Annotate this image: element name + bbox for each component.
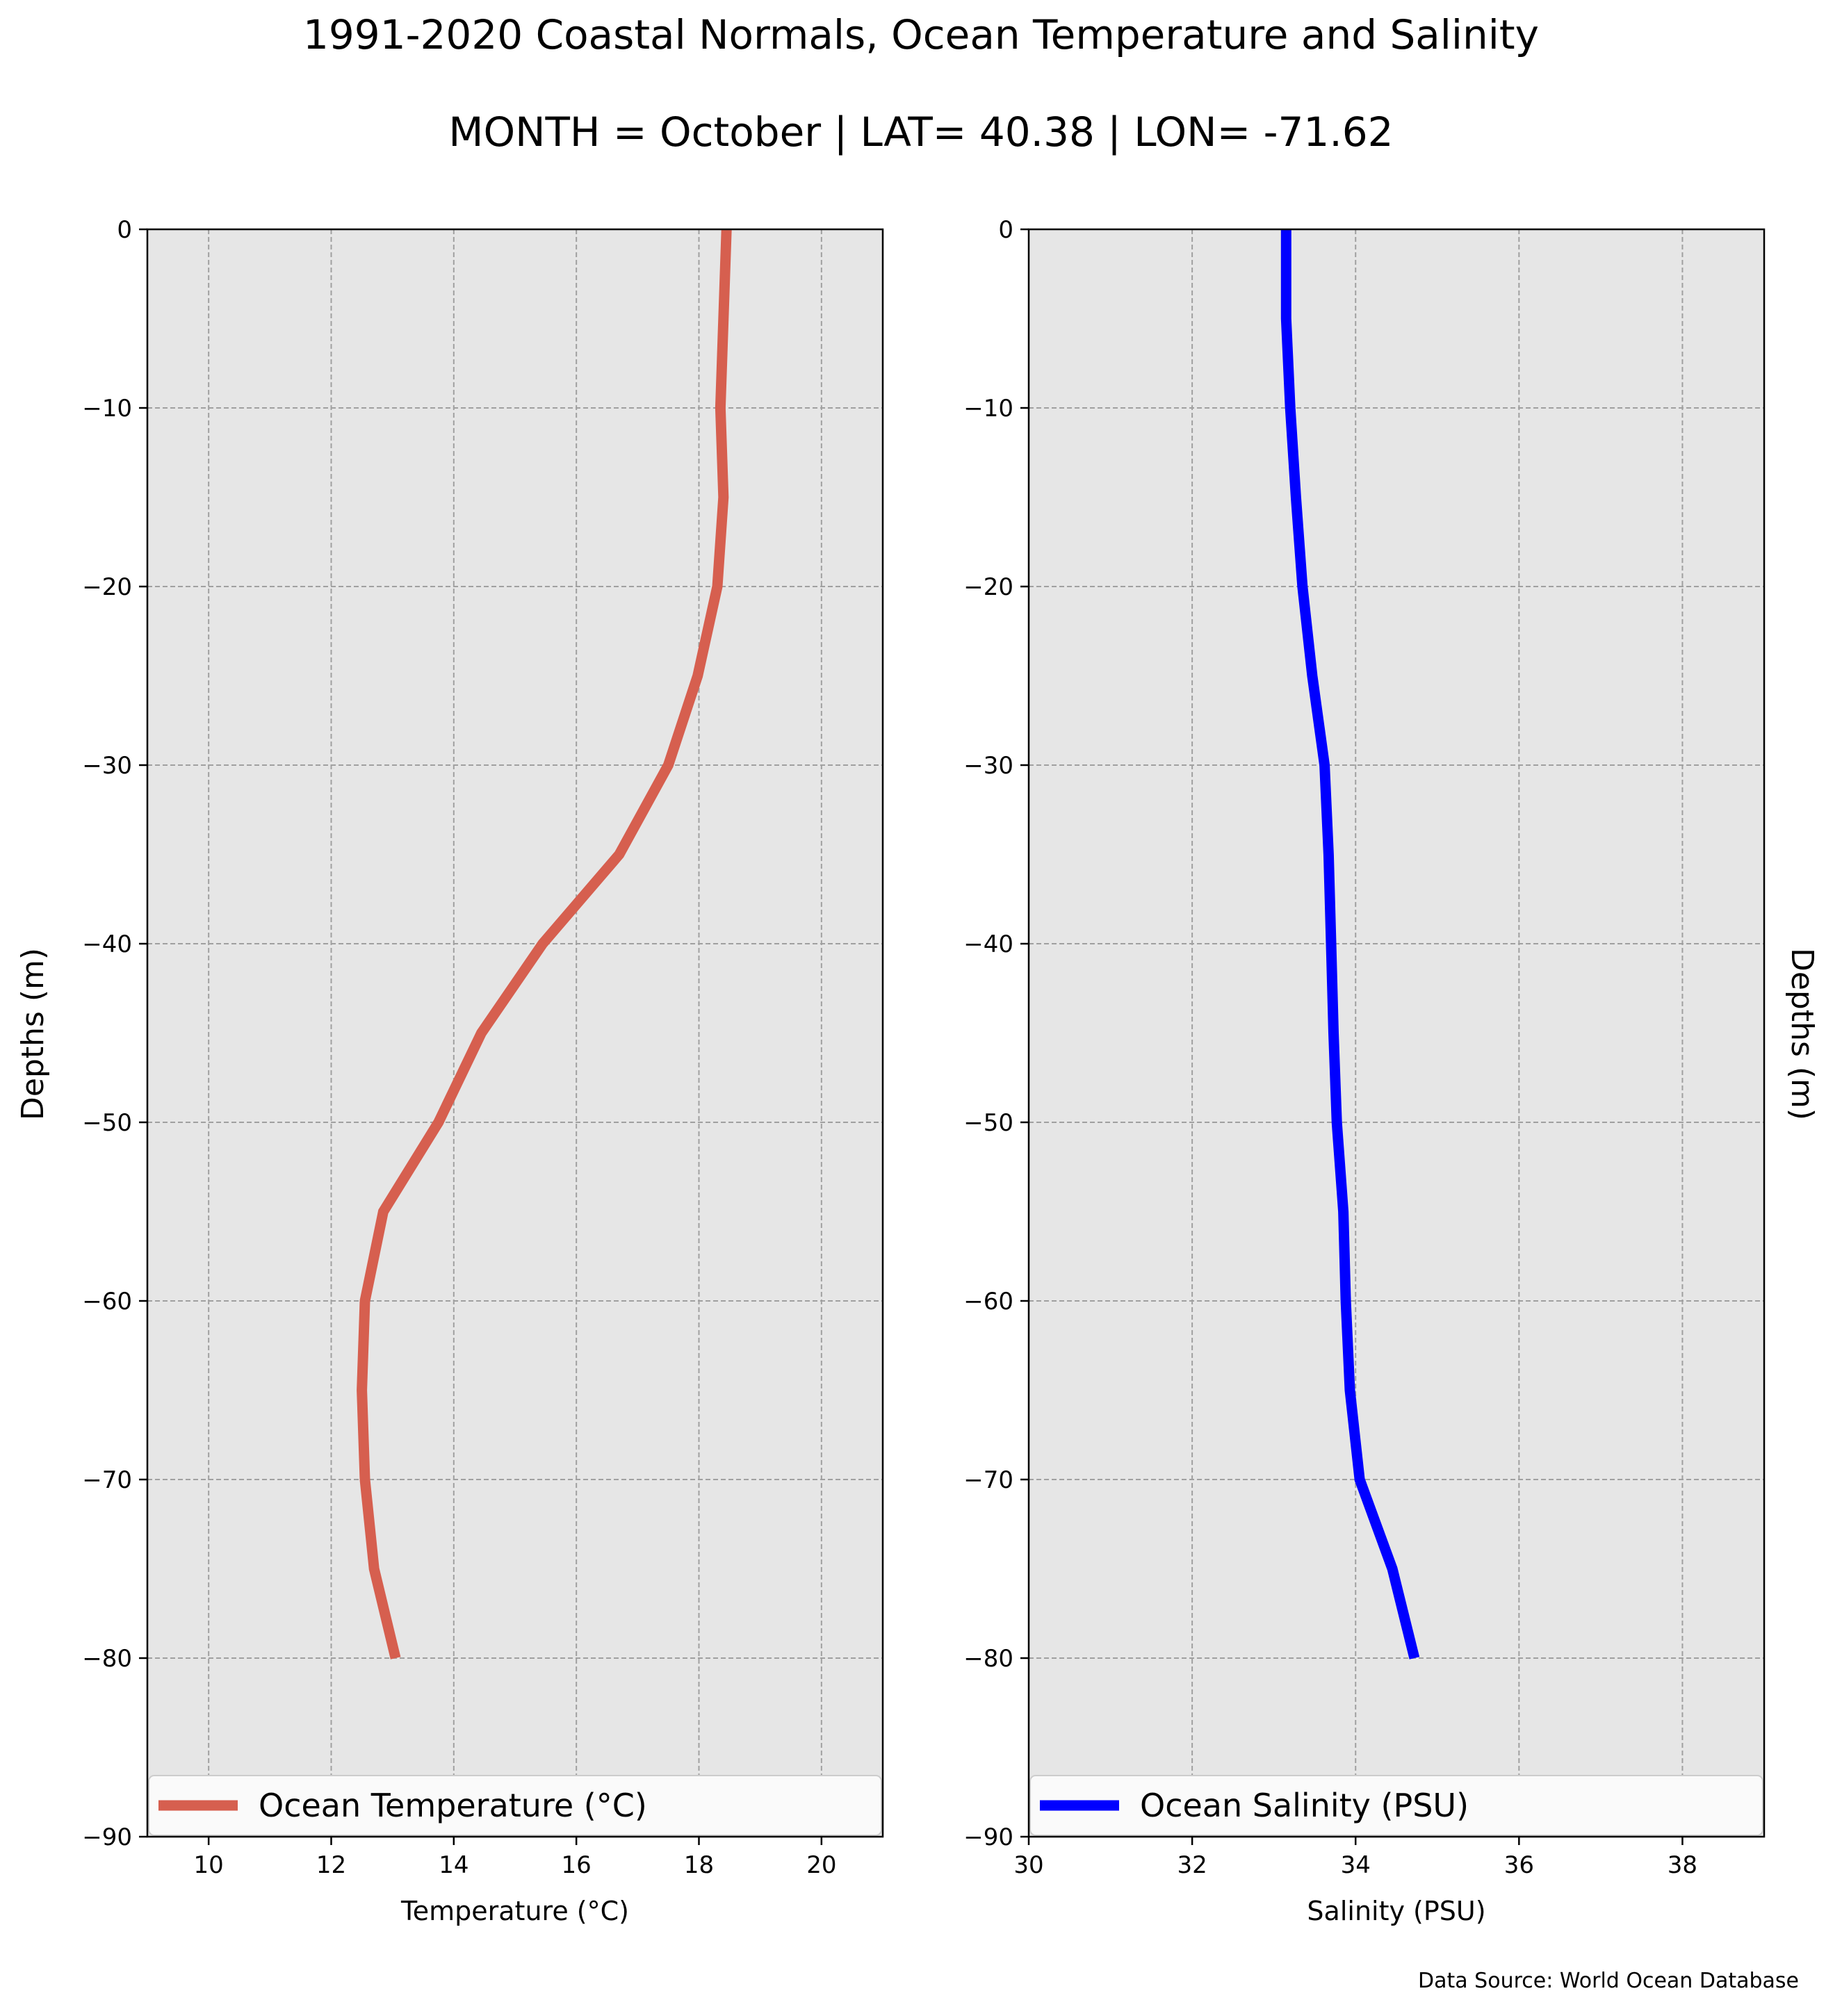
plot-area (147, 229, 883, 1837)
x-tick-label: 20 (806, 1851, 836, 1879)
x-tick-label: 10 (194, 1851, 224, 1879)
legend-label: Ocean Temperature (°C) (259, 1787, 647, 1824)
x-axis-label: Temperature (°C) (400, 1896, 629, 1926)
y-tick-label: −90 (963, 1824, 1013, 1851)
y-tick-label: −30 (82, 752, 132, 780)
y-tick-label: −30 (963, 752, 1013, 780)
y-tick-label: −90 (82, 1824, 132, 1851)
y-tick-label: −50 (82, 1109, 132, 1137)
legend-label: Ocean Salinity (PSU) (1140, 1787, 1469, 1824)
y-tick-label: −80 (82, 1645, 132, 1673)
x-tick-label: 16 (562, 1851, 592, 1879)
y-tick-label: −60 (963, 1288, 1013, 1316)
y-tick-label: −40 (82, 931, 132, 958)
plot-frame (1027, 228, 1766, 1838)
x-axis-label: Salinity (PSU) (1307, 1896, 1485, 1926)
salinity-panel: Ocean Salinity (PSU) 30 32 34 36 38 0 −10 −20 −30… (963, 216, 1766, 1926)
x-tick-label: 34 (1341, 1851, 1371, 1879)
y-tick-label: −70 (963, 1466, 1013, 1494)
y-tick-label: −20 (82, 573, 132, 601)
y-tick-label: −60 (82, 1288, 132, 1316)
y-tick-label: −80 (963, 1645, 1013, 1673)
x-tick-label: 32 (1177, 1851, 1207, 1879)
left-y-axis-label: Depths (m) (15, 948, 51, 1120)
x-tick-label: 36 (1504, 1851, 1534, 1879)
y-tick-label: 0 (998, 216, 1013, 244)
y-tick-label: −10 (82, 395, 132, 423)
x-tick-label: 18 (684, 1851, 714, 1879)
legend-box (1029, 1775, 1763, 1836)
y-tick-label: 0 (117, 216, 132, 244)
data-source-note: Data Source: World Ocean Database (1418, 1969, 1799, 1993)
series-line (357, 229, 732, 1659)
temperature-panel: Ocean Temperature (°C) 10 12 14 16 18 20 0 −10 −2… (82, 216, 884, 1926)
y-tick-label: −40 (963, 931, 1013, 958)
series-line (1280, 229, 1420, 1659)
chart-subtitle: MONTH = October | LAT= 40.38 | LON= -71.… (448, 108, 1393, 156)
x-tick-label: 14 (439, 1851, 468, 1879)
y-tick-label: −20 (963, 573, 1013, 601)
chart-title: 1991-2020 Coastal Normals, Ocean Tempera… (303, 11, 1539, 58)
legend-box (148, 1775, 882, 1836)
right-y-axis-label: Depths (m) (1784, 948, 1820, 1120)
x-tick-label: 38 (1668, 1851, 1697, 1879)
x-tick-label: 12 (316, 1851, 346, 1879)
plot-frame (146, 228, 884, 1838)
y-tick-label: −70 (82, 1466, 132, 1494)
x-tick-label: 30 (1013, 1851, 1043, 1879)
y-tick-label: −50 (963, 1109, 1013, 1137)
y-tick-label: −10 (963, 395, 1013, 423)
